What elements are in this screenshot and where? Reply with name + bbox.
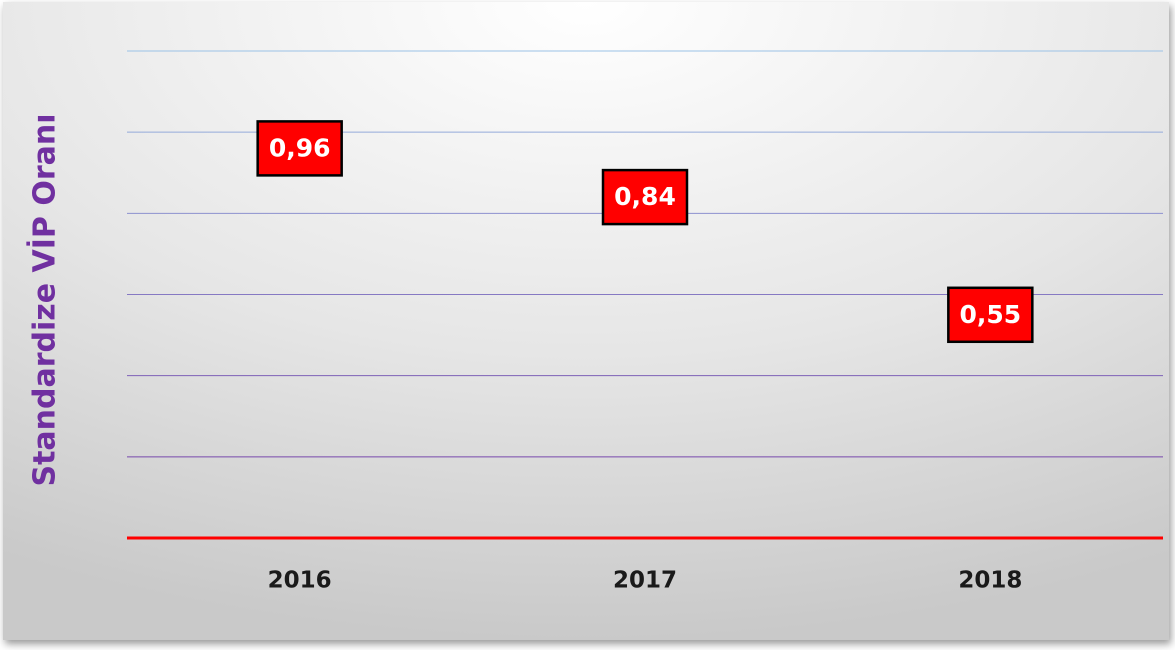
data-label: 0,55: [959, 300, 1021, 329]
data-label: 0,84: [614, 182, 676, 211]
data-label-box: [601, 168, 689, 226]
x-tick-label: 2016: [268, 568, 332, 594]
data-label-box: [947, 286, 1034, 344]
y-axis-label: Standardize VİP Oranı: [27, 113, 63, 486]
data-label-box: [256, 120, 343, 177]
x-tick-label: 2017: [613, 568, 677, 594]
data-label: 0,96: [269, 133, 331, 162]
x-tick-label: 2018: [958, 568, 1022, 594]
